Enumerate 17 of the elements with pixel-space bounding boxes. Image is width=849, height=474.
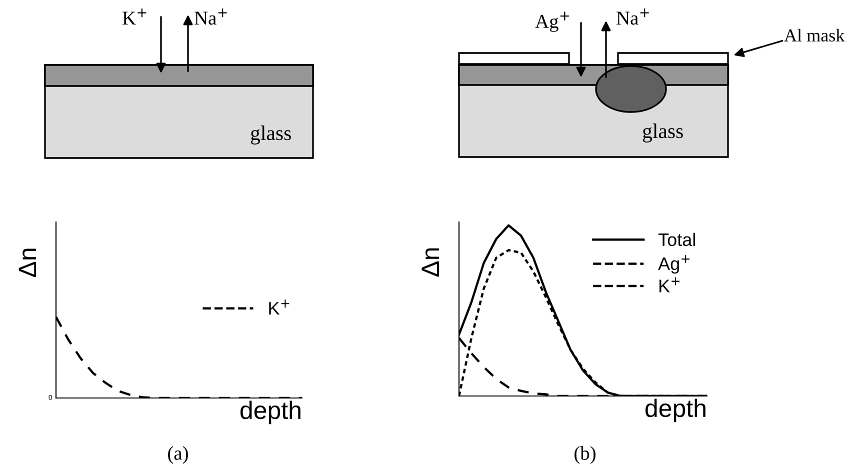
legend-label: Ag$^{+}$	[658, 255, 690, 274]
text: Na$^{+}$	[194, 8, 227, 25]
y-axis-title: Δn	[422, 248, 439, 277]
text: Na$^{+}$	[616, 8, 649, 25]
text: K$^{+}$	[122, 8, 146, 25]
text: glass	[642, 124, 683, 142]
x-axis-title: depth	[240, 400, 300, 424]
text: (b)	[574, 446, 596, 464]
legend-label: K$^{+}$	[269, 300, 290, 315]
legend-label: Total	[658, 232, 695, 246]
y-axis-title: Δn	[18, 248, 36, 278]
text: glass	[250, 126, 291, 144]
text: Al mask	[784, 28, 845, 42]
text: Ag$^{+}$	[535, 12, 569, 32]
text: (a)	[168, 446, 188, 464]
legend-label: K$^{+}$	[660, 277, 680, 292]
x-axis-title: depth	[645, 398, 706, 422]
